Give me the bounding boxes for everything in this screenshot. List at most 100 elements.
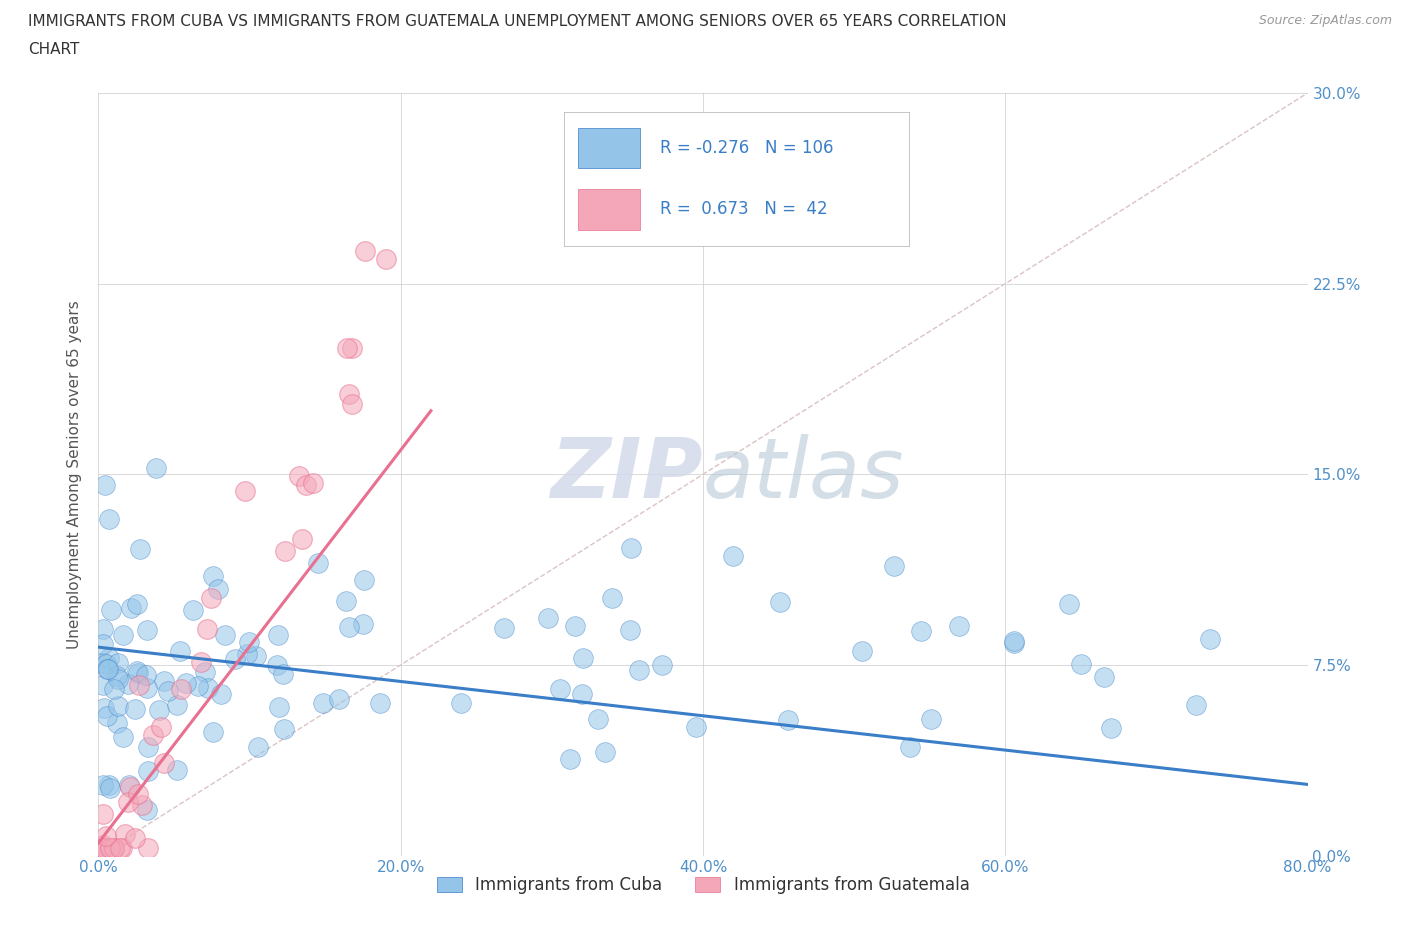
Point bbox=[127, 597, 149, 612]
Point bbox=[91, 806, 114, 821]
Point bbox=[1092, 670, 1115, 684]
Point bbox=[685, 720, 707, 735]
Point bbox=[851, 644, 873, 658]
Point bbox=[1199, 631, 1222, 646]
Point bbox=[353, 572, 375, 587]
Text: CHART: CHART bbox=[28, 42, 80, 57]
Point bbox=[111, 841, 134, 856]
Point bbox=[776, 713, 799, 728]
Point bbox=[100, 603, 122, 618]
Point bbox=[96, 708, 118, 723]
Point bbox=[374, 251, 396, 266]
Point bbox=[910, 624, 932, 639]
Point bbox=[200, 591, 222, 605]
Point bbox=[124, 830, 146, 845]
Point bbox=[1184, 698, 1206, 712]
Point bbox=[94, 841, 117, 856]
Point bbox=[340, 340, 363, 355]
Point bbox=[128, 678, 150, 693]
Point bbox=[307, 555, 329, 570]
Point bbox=[273, 544, 295, 559]
Point bbox=[368, 696, 391, 711]
Point bbox=[117, 677, 139, 692]
Point bbox=[209, 686, 232, 701]
Point bbox=[328, 692, 350, 707]
Point bbox=[91, 841, 114, 856]
Point bbox=[337, 619, 360, 634]
Point bbox=[194, 665, 217, 680]
Point bbox=[98, 512, 121, 526]
Point bbox=[166, 698, 188, 712]
Point bbox=[112, 628, 135, 643]
Point bbox=[103, 682, 125, 697]
Point bbox=[207, 581, 229, 596]
Text: atlas: atlas bbox=[703, 433, 904, 515]
Point bbox=[1002, 635, 1025, 650]
Point bbox=[107, 698, 129, 713]
Point bbox=[131, 798, 153, 813]
Point bbox=[537, 610, 560, 625]
Point bbox=[91, 777, 114, 792]
Point bbox=[94, 477, 117, 492]
Point bbox=[266, 628, 288, 643]
Point bbox=[166, 763, 188, 777]
Point bbox=[271, 667, 294, 682]
Text: Source: ZipAtlas.com: Source: ZipAtlas.com bbox=[1258, 14, 1392, 27]
Point bbox=[197, 681, 219, 696]
Point bbox=[352, 617, 374, 631]
Point bbox=[311, 696, 333, 711]
Point bbox=[169, 643, 191, 658]
Point bbox=[190, 655, 212, 670]
Legend: Immigrants from Cuba, Immigrants from Guatemala: Immigrants from Cuba, Immigrants from Gu… bbox=[430, 870, 976, 900]
Point bbox=[135, 802, 157, 817]
Point bbox=[288, 469, 311, 484]
Point bbox=[127, 786, 149, 801]
Point bbox=[136, 841, 159, 856]
Point bbox=[98, 777, 121, 792]
Point bbox=[145, 460, 167, 475]
Point bbox=[114, 827, 136, 842]
Point bbox=[149, 720, 172, 735]
Point bbox=[595, 744, 617, 759]
Point bbox=[152, 673, 174, 688]
Point bbox=[202, 724, 225, 739]
Point bbox=[118, 779, 141, 794]
Point bbox=[721, 549, 744, 564]
Point bbox=[91, 678, 114, 693]
Point bbox=[1002, 634, 1025, 649]
Point bbox=[91, 837, 114, 852]
Point bbox=[91, 841, 114, 856]
Point bbox=[269, 699, 291, 714]
Point bbox=[103, 841, 125, 856]
Point bbox=[125, 663, 148, 678]
Point bbox=[93, 701, 115, 716]
Point bbox=[91, 841, 114, 856]
Point bbox=[91, 637, 114, 652]
Point bbox=[291, 532, 314, 547]
Point bbox=[91, 621, 114, 636]
Point bbox=[105, 669, 128, 684]
Point bbox=[108, 841, 131, 856]
Point bbox=[135, 623, 157, 638]
Point bbox=[619, 540, 641, 555]
Point bbox=[548, 681, 571, 696]
Point bbox=[335, 341, 357, 356]
Point bbox=[98, 781, 121, 796]
Point bbox=[118, 777, 141, 792]
Point bbox=[91, 841, 114, 856]
Point bbox=[651, 658, 673, 672]
Point bbox=[96, 661, 118, 676]
Point bbox=[948, 618, 970, 633]
Point bbox=[124, 701, 146, 716]
Point bbox=[492, 620, 515, 635]
Point bbox=[920, 711, 942, 726]
Point bbox=[619, 622, 641, 637]
Point bbox=[97, 661, 120, 676]
Point bbox=[1099, 721, 1122, 736]
Point bbox=[111, 730, 134, 745]
Point bbox=[174, 675, 197, 690]
Point bbox=[157, 684, 180, 698]
Point bbox=[564, 618, 586, 633]
Point bbox=[295, 478, 318, 493]
Point bbox=[142, 727, 165, 742]
